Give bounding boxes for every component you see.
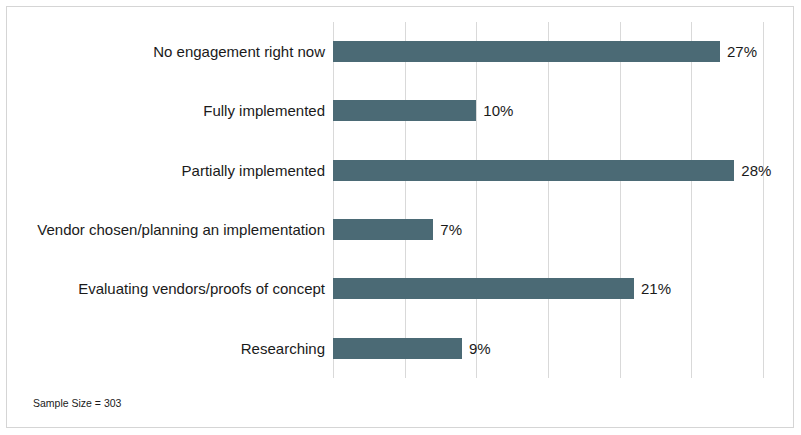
bar-track: 9% bbox=[333, 338, 793, 359]
bar-row: Researching 9% bbox=[7, 319, 793, 378]
bar-row: No engagement right now 27% bbox=[7, 22, 793, 81]
bar-track: 21% bbox=[333, 278, 793, 299]
bar bbox=[333, 278, 634, 299]
bar-track: 27% bbox=[333, 41, 793, 62]
bar-row: Fully implemented 10% bbox=[7, 81, 793, 140]
bar-track: 7% bbox=[333, 219, 793, 240]
bar bbox=[333, 219, 433, 240]
bar bbox=[333, 160, 734, 181]
sample-size-note: Sample Size = 303 bbox=[33, 397, 121, 409]
bar-rows: No engagement right now 27% Fully implemen… bbox=[7, 22, 793, 378]
bar-row: Partially implemented 28% bbox=[7, 141, 793, 200]
category-label: Vendor chosen/planning an implementation bbox=[7, 221, 333, 238]
category-label: Researching bbox=[7, 340, 333, 357]
category-label: Evaluating vendors/proofs of concept bbox=[7, 280, 333, 297]
category-label: No engagement right now bbox=[7, 43, 333, 60]
value-label: 10% bbox=[483, 102, 513, 119]
value-label: 27% bbox=[727, 43, 757, 60]
category-label: Partially implemented bbox=[7, 162, 333, 179]
value-label: 28% bbox=[741, 162, 771, 179]
bar bbox=[333, 41, 720, 62]
bar-row: Vendor chosen/planning an implementation… bbox=[7, 200, 793, 259]
bar bbox=[333, 100, 476, 121]
bar-track: 10% bbox=[333, 100, 793, 121]
bar-row: Evaluating vendors/proofs of concept 21% bbox=[7, 259, 793, 318]
category-label: Fully implemented bbox=[7, 102, 333, 119]
value-label: 7% bbox=[440, 221, 462, 238]
bar bbox=[333, 338, 462, 359]
chart-frame: No engagement right now 27% Fully implemen… bbox=[6, 6, 794, 428]
value-label: 21% bbox=[641, 280, 671, 297]
value-label: 9% bbox=[469, 340, 491, 357]
bar-track: 28% bbox=[333, 160, 793, 181]
